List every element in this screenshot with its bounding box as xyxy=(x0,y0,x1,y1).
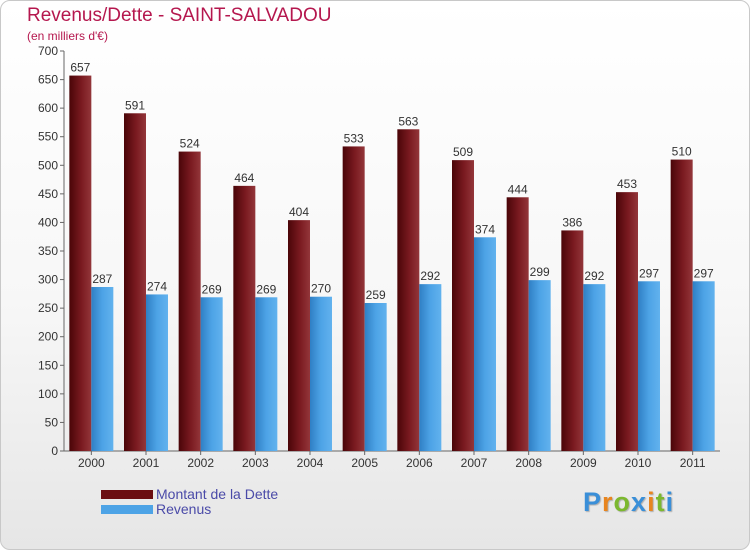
data-label-dette: 657 xyxy=(70,61,90,75)
bar-dette xyxy=(616,192,638,451)
bar-revenus xyxy=(638,281,660,451)
data-label-revenus: 292 xyxy=(420,269,440,283)
data-label-dette: 386 xyxy=(562,215,582,229)
y-tick-label: 450 xyxy=(38,187,58,201)
logo-letter: i xyxy=(665,487,675,517)
bar-revenus xyxy=(474,237,496,451)
legend-label-dette: Montant de la Dette xyxy=(156,486,279,502)
logo-letter: i xyxy=(647,487,656,517)
logo-letter: r xyxy=(602,487,614,517)
legend-swatch-revenus xyxy=(101,505,153,514)
bar-dette xyxy=(69,75,92,452)
bar-revenus xyxy=(692,281,715,451)
data-label-revenus: 297 xyxy=(694,266,714,280)
bar-dette xyxy=(561,230,584,451)
bar-revenus xyxy=(146,294,168,451)
y-tick-label: 650 xyxy=(38,73,58,87)
bar-dette xyxy=(178,151,201,452)
x-tick-label: 2009 xyxy=(570,456,597,470)
proxiti-logo: Proxiti xyxy=(583,487,674,518)
chart-title: Revenus/Dette - SAINT-SALVADOU xyxy=(27,5,332,26)
y-tick-label: 350 xyxy=(38,244,58,258)
legend-label-revenus: Revenus xyxy=(156,501,212,517)
legend-swatch-dette xyxy=(101,490,153,499)
bar-revenus xyxy=(200,297,223,451)
y-tick-label: 250 xyxy=(38,301,58,315)
data-label-dette: 524 xyxy=(180,137,200,151)
y-tick-label: 550 xyxy=(38,130,58,144)
data-label-revenus: 269 xyxy=(256,282,276,296)
x-tick-label: 2007 xyxy=(461,456,488,470)
data-label-dette: 509 xyxy=(453,145,473,159)
data-label-revenus: 274 xyxy=(147,279,167,293)
data-label-dette: 533 xyxy=(344,131,364,145)
x-tick-label: 2010 xyxy=(625,456,652,470)
data-label-dette: 444 xyxy=(508,182,528,196)
logo-letter: P xyxy=(583,487,603,517)
bar-dette xyxy=(397,129,420,452)
bar-dette xyxy=(124,113,146,452)
bar-revenus xyxy=(528,280,551,451)
data-label-revenus: 270 xyxy=(311,282,331,296)
logo-letter: t xyxy=(655,487,666,517)
y-tick-label: 150 xyxy=(38,358,58,372)
bar-dette xyxy=(506,197,529,451)
bar-revenus xyxy=(419,284,442,451)
data-label-dette: 563 xyxy=(398,114,418,128)
bar-dette xyxy=(342,146,365,451)
data-label-revenus: 287 xyxy=(92,272,112,286)
bar-revenus xyxy=(583,284,606,451)
bar-revenus xyxy=(255,297,278,451)
x-tick-label: 2001 xyxy=(133,456,160,470)
bar-chart: 0 50 100 150 200 250 300 350 400 450 500 550 600 650 7… xyxy=(38,44,720,470)
data-label-dette: 453 xyxy=(617,177,637,191)
data-label-revenus: 269 xyxy=(202,282,222,296)
y-tick-label: 400 xyxy=(38,215,58,229)
y-tick-label: 200 xyxy=(38,330,58,344)
x-tick-label: 2011 xyxy=(680,456,706,470)
bar-dette xyxy=(233,185,256,451)
y-tick-label: 600 xyxy=(38,101,58,115)
data-label-revenus: 297 xyxy=(639,266,659,280)
y-tick-label: 500 xyxy=(38,158,58,172)
data-label-dette: 464 xyxy=(234,171,254,185)
bar-dette xyxy=(288,220,310,451)
bar-revenus xyxy=(364,303,387,451)
x-tick-label: 2003 xyxy=(242,456,269,470)
y-tick-label: 50 xyxy=(45,415,59,429)
y-tick-label: 100 xyxy=(38,387,58,401)
bar-revenus xyxy=(91,287,114,451)
data-label-revenus: 259 xyxy=(366,288,386,302)
logo-letter: o xyxy=(613,487,632,517)
x-tick-label: 2004 xyxy=(297,456,324,470)
y-tick-label: 300 xyxy=(38,273,58,287)
data-label-revenus: 292 xyxy=(584,269,604,283)
y-tick-label: 0 xyxy=(51,444,58,458)
x-tick-label: 2008 xyxy=(515,456,542,470)
bar-revenus xyxy=(310,296,332,451)
chart-subtitle: (en milliers d'€) xyxy=(27,29,108,43)
data-label-revenus: 374 xyxy=(475,222,495,236)
data-label-revenus: 299 xyxy=(530,265,550,279)
data-label-dette: 510 xyxy=(672,145,692,159)
x-tick-label: 2002 xyxy=(187,456,214,470)
x-tick-label: 2000 xyxy=(78,456,105,470)
bar-dette xyxy=(452,160,474,451)
data-label-dette: 591 xyxy=(125,98,145,112)
y-tick-label: 700 xyxy=(38,44,58,58)
logo-letter: x xyxy=(631,487,648,517)
x-tick-label: 2005 xyxy=(351,456,378,470)
x-tick-label: 2006 xyxy=(406,456,433,470)
bar-dette xyxy=(670,159,693,452)
data-label-dette: 404 xyxy=(289,205,309,219)
